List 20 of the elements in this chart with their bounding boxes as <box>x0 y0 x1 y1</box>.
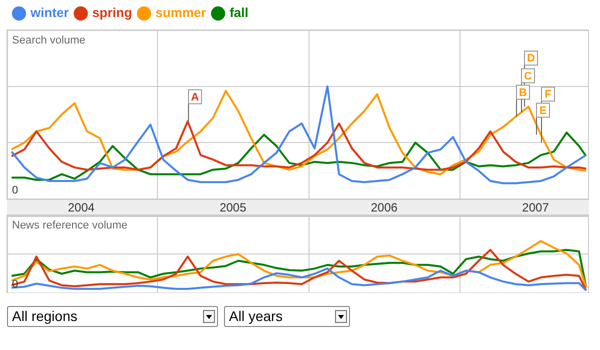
chart-title: Search volume <box>12 34 86 47</box>
annotation: F <box>544 88 552 101</box>
annotation: E <box>539 104 547 117</box>
annotation: D <box>527 52 536 65</box>
legend-label: summer <box>156 5 206 20</box>
annotation: A <box>191 91 200 104</box>
x-tick-label: 2004 <box>68 200 95 215</box>
annotation: C <box>524 70 532 82</box>
x-tick-label: 2007 <box>522 200 550 215</box>
annotation: 0 <box>12 278 18 291</box>
x-tick-label: 2005 <box>220 200 247 215</box>
dropdown[interactable]: All years <box>224 306 350 327</box>
legend-label: winter <box>30 5 69 20</box>
annotation: B <box>519 86 528 99</box>
x-tick-label: 2006 <box>370 200 398 215</box>
legend-label: fall <box>230 5 248 20</box>
dropdown[interactable]: All regions <box>7 306 218 327</box>
legend-label: spring <box>92 5 132 20</box>
annotation: 0 <box>12 184 18 197</box>
chart-title: News reference volume <box>12 220 128 232</box>
